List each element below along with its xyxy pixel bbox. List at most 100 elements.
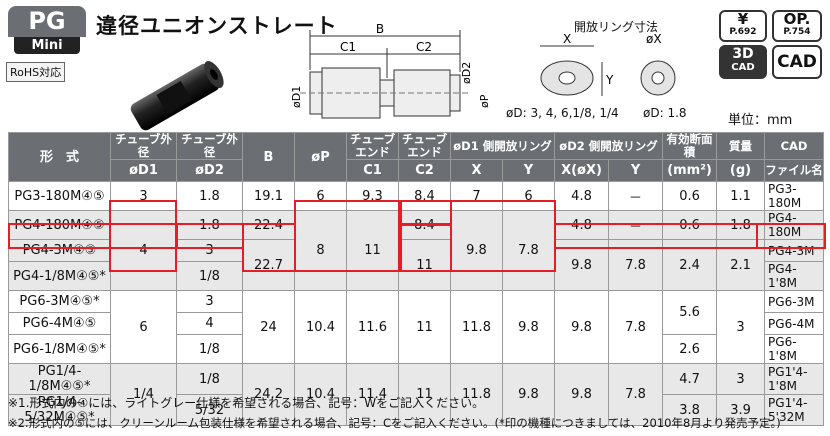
cad-3d-icon[interactable]: 3D CAD (719, 45, 767, 79)
spec-table: 形 式 チューブ外径 チューブ外径 B øP チューブエンド チューブエンド ø… (8, 132, 825, 426)
cell-od1: 3 (110, 181, 177, 211)
cell-x1: 11.8 (450, 290, 503, 364)
cell-od2: 1/8 (176, 261, 243, 291)
header-ring1-y: Y (501, 159, 556, 182)
cell-x2: 4.8 (554, 210, 610, 240)
rohs-label: RoHS対応 (6, 62, 66, 82)
table-row: PG4-1/8M④⑤* 1/8 PG4-1'8M (8, 261, 825, 291)
header-c1: チューブエンド (346, 132, 399, 160)
op-icon: OP. (783, 10, 811, 28)
cell-cad[interactable]: PG1'4-1'8M (764, 363, 825, 395)
cell-y1: 9.8 (501, 363, 556, 426)
badge-subseries: Mini (14, 37, 80, 54)
cell-model: PG4-180M④⑤ (8, 210, 111, 240)
header-c2: チューブエンド (398, 132, 451, 160)
ring-dimension-title: 開放リング寸法 (574, 20, 659, 34)
cell-od2: 1.8 (176, 181, 243, 211)
price-icon[interactable]: ¥ P.692 (719, 10, 767, 42)
header-od1-sym: øD1 (110, 159, 177, 182)
cell-od2: 5/32 (176, 394, 243, 426)
cell-c1: 9.3 (346, 181, 399, 211)
header-ring1: øD1 側開放リング (449, 132, 556, 160)
cad-3d-top: 3D (732, 46, 754, 62)
header-model: 形 式 (8, 132, 111, 182)
cell-area: 2.4 (662, 239, 718, 291)
cell-area: 5.6 (662, 290, 718, 335)
dim-p-label: øP (478, 94, 490, 108)
cell-area: 4.7 (662, 363, 718, 395)
header-ring2-x: X(øX) (554, 159, 610, 182)
cell-y2: 7.8 (608, 290, 664, 364)
cell-od2: 3 (176, 290, 243, 313)
cell-cad[interactable]: PG4-3M (764, 239, 825, 262)
ring-caption-right: øD: 1.8 (643, 106, 687, 120)
option-icon[interactable]: OP. P.754 (772, 10, 822, 42)
cell-od1: 1/4 (110, 363, 177, 426)
cell-y2: － (608, 210, 664, 240)
cell-mass: 3.9 (716, 394, 766, 426)
dim-c1-label: C1 (340, 40, 356, 54)
ring-caption-left: øD: 3, 4, 6,1/8, 1/4 (506, 106, 619, 120)
cell-cad[interactable]: PG4-180M (764, 210, 825, 240)
cell-x1: 7 (450, 181, 503, 211)
header-ring1-x: X (450, 159, 503, 182)
cell-y1: 9.8 (501, 290, 556, 364)
cell-p: 10.4 (294, 363, 347, 426)
cell-p: 10.4 (294, 290, 347, 364)
cell-cad[interactable]: PG6-4M (764, 312, 825, 335)
yen-icon: ¥ (737, 10, 749, 28)
cell-od1: 6 (110, 290, 177, 364)
cell-c1: 11.6 (346, 290, 399, 364)
header-mass-unit: (g) (716, 159, 766, 182)
cell-p: 8 (294, 210, 347, 291)
cell-c2: 11 (398, 239, 451, 291)
cell-model: PG6-4M④⑤ (8, 312, 111, 335)
cell-c1: 11 (346, 210, 399, 291)
cell-model: PG4-1/8M④⑤* (8, 261, 111, 291)
cell-cad[interactable]: PG1'4-5'32M (764, 394, 825, 426)
dim-d1-label: øD1 (290, 86, 303, 108)
cell-x1: 11.8 (450, 363, 503, 426)
header-ring2: øD2 側開放リング (554, 132, 664, 160)
header-c1-sym: C1 (346, 159, 399, 182)
cell-y2: 7.8 (608, 239, 664, 291)
cell-x2: 9.8 (554, 363, 610, 426)
cad-icon[interactable]: CAD (772, 45, 822, 79)
dim-b-label: B (376, 22, 384, 36)
op-page-ref: P.754 (783, 27, 811, 37)
table-row: PG1/4-5/32M④⑤* 5/32 3.8 3.9 PG1'4-5'32M (8, 394, 825, 426)
cell-mass: 1.8 (716, 210, 766, 240)
header-cad: CAD (764, 132, 825, 160)
yen-page-ref: P.692 (729, 27, 757, 37)
header-od1: チューブ外径 (110, 132, 177, 160)
ring-ox-label: øX (646, 32, 662, 46)
cell-od1: 4 (110, 210, 177, 291)
dimension-diagram: B C1 C2 øD1 øD2 øP (290, 22, 490, 119)
cell-od2: 4 (176, 312, 243, 335)
header-area: 有効断面積 (662, 132, 718, 160)
cell-c2: 8.4 (398, 210, 451, 240)
cell-cad[interactable]: PG6-3M (764, 290, 825, 313)
header-b: B (242, 132, 295, 182)
cell-cad[interactable]: PG4-1'8M (764, 261, 825, 291)
cell-model: PG6-3M④⑤* (8, 290, 111, 313)
cell-b: 24.2 (242, 363, 295, 426)
cell-c2: 8.4 (398, 181, 451, 211)
cell-x2: 9.8 (554, 290, 610, 364)
cell-cad[interactable]: PG6-1'8M (764, 334, 825, 364)
cell-od2: 1/8 (176, 334, 243, 364)
unit-label: 単位：mm (728, 113, 793, 128)
cell-c2: 11 (398, 290, 451, 364)
cell-cad[interactable]: PG3-180M (764, 181, 825, 211)
cell-mass: 2.1 (716, 239, 766, 291)
header-od2: チューブ外径 (176, 132, 243, 160)
cell-od2: 3 (176, 239, 243, 262)
page-title: 違径ユニオンストレート (96, 14, 338, 38)
cell-x2: 9.8 (554, 239, 610, 291)
cell-mass: 3 (716, 363, 766, 395)
header-od2-sym: øD2 (176, 159, 243, 182)
header-c2-sym: C2 (398, 159, 451, 182)
cell-area: 0.6 (662, 181, 718, 211)
cell-x1: 9.8 (450, 210, 503, 291)
cell-y2: 7.8 (608, 363, 664, 426)
